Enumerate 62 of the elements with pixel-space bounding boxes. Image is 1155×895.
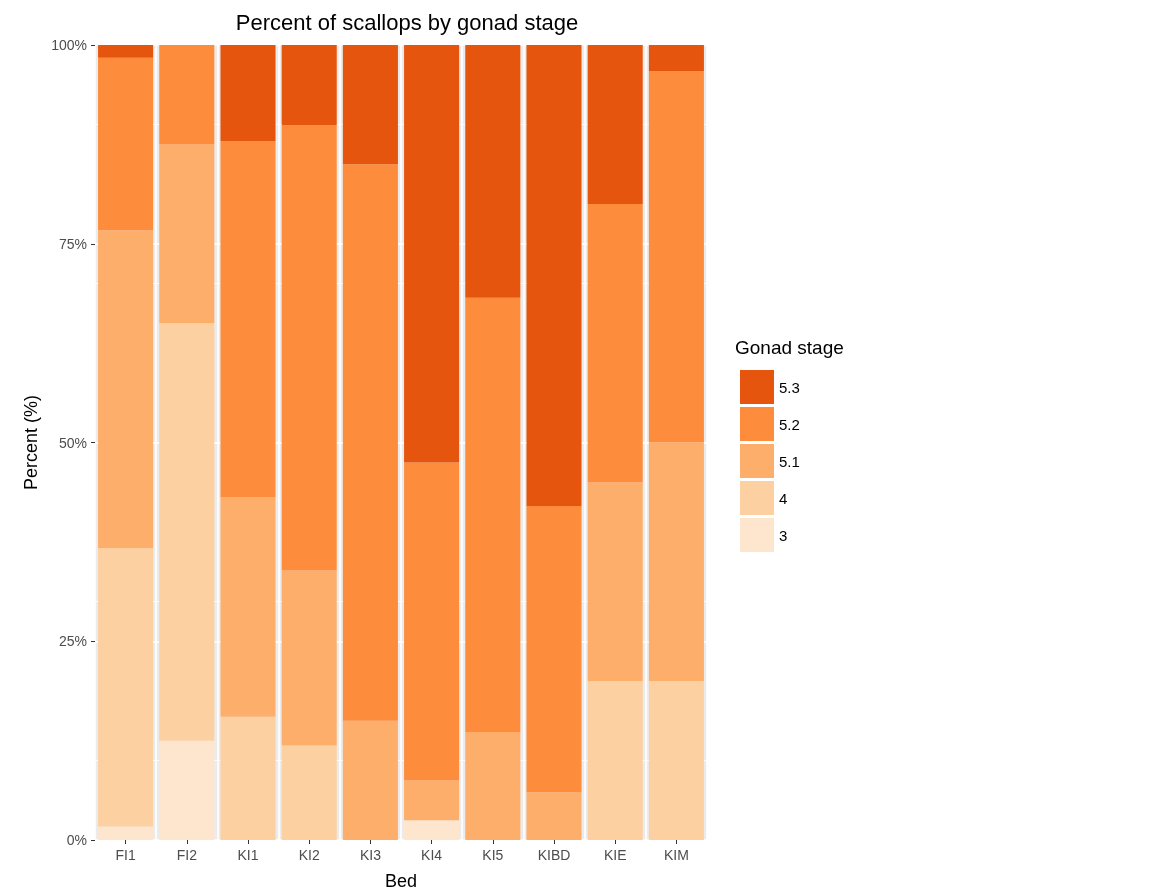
x-tick-label: FI1 bbox=[115, 847, 136, 863]
bar bbox=[648, 442, 704, 681]
bar bbox=[587, 204, 643, 483]
bar bbox=[404, 780, 460, 821]
bar bbox=[220, 141, 276, 498]
bar bbox=[281, 745, 337, 840]
bar bbox=[281, 570, 337, 746]
bar bbox=[404, 462, 460, 781]
bar bbox=[98, 548, 154, 827]
x-tick-label: KI4 bbox=[421, 847, 443, 863]
bar bbox=[220, 716, 276, 840]
legend-title: Gonad stage bbox=[735, 337, 844, 358]
bar bbox=[648, 45, 704, 72]
bar bbox=[587, 45, 643, 204]
bar bbox=[98, 57, 154, 231]
chart-title: Percent of scallops by gonad stage bbox=[235, 9, 579, 35]
bar bbox=[587, 681, 643, 840]
bar bbox=[342, 45, 398, 165]
bar bbox=[281, 45, 337, 126]
bar bbox=[159, 144, 215, 324]
x-tick-label: KIE bbox=[603, 847, 627, 863]
bar bbox=[220, 45, 276, 142]
x-tick-label: KI3 bbox=[359, 847, 382, 863]
bar bbox=[159, 323, 215, 741]
bar bbox=[526, 45, 582, 507]
x-tick-label: KI1 bbox=[237, 847, 259, 863]
y-tick-label: 100% bbox=[51, 37, 87, 53]
y-tick-label: 0% bbox=[66, 832, 87, 848]
bar bbox=[648, 681, 704, 840]
y-tick-label: 50% bbox=[58, 434, 87, 451]
x-axis-title: Bed bbox=[384, 871, 418, 891]
bar bbox=[98, 230, 154, 549]
bar bbox=[281, 125, 337, 571]
y-tick-label: 25% bbox=[58, 633, 87, 650]
bar bbox=[159, 740, 215, 840]
legend-label: 4 bbox=[779, 489, 788, 507]
bar bbox=[587, 482, 643, 681]
bar bbox=[526, 506, 582, 793]
bar bbox=[98, 45, 154, 58]
bar bbox=[465, 297, 521, 732]
legend-label: 5.1 bbox=[779, 452, 800, 470]
bar bbox=[404, 45, 460, 463]
y-axis-title: Percent (%) bbox=[21, 394, 41, 491]
bar bbox=[159, 45, 215, 145]
bar bbox=[648, 71, 704, 443]
bar bbox=[220, 497, 276, 717]
bar bbox=[526, 792, 582, 840]
legend-label: 3 bbox=[779, 526, 788, 544]
bar bbox=[465, 731, 521, 840]
bar bbox=[342, 720, 398, 840]
x-tick-label: KIM bbox=[663, 847, 689, 863]
bar bbox=[98, 826, 154, 840]
legend-label: 5.3 bbox=[779, 378, 800, 396]
bar bbox=[465, 45, 521, 298]
bar bbox=[404, 820, 460, 840]
x-tick-label: KI2 bbox=[298, 847, 320, 863]
bar bbox=[342, 164, 398, 721]
x-tick-label: KI5 bbox=[482, 847, 504, 863]
legend-label: 5.2 bbox=[779, 415, 800, 433]
x-tick-label: KIBD bbox=[537, 847, 571, 863]
x-tick-label: FI2 bbox=[176, 847, 198, 863]
y-tick-label: 75% bbox=[58, 235, 87, 252]
